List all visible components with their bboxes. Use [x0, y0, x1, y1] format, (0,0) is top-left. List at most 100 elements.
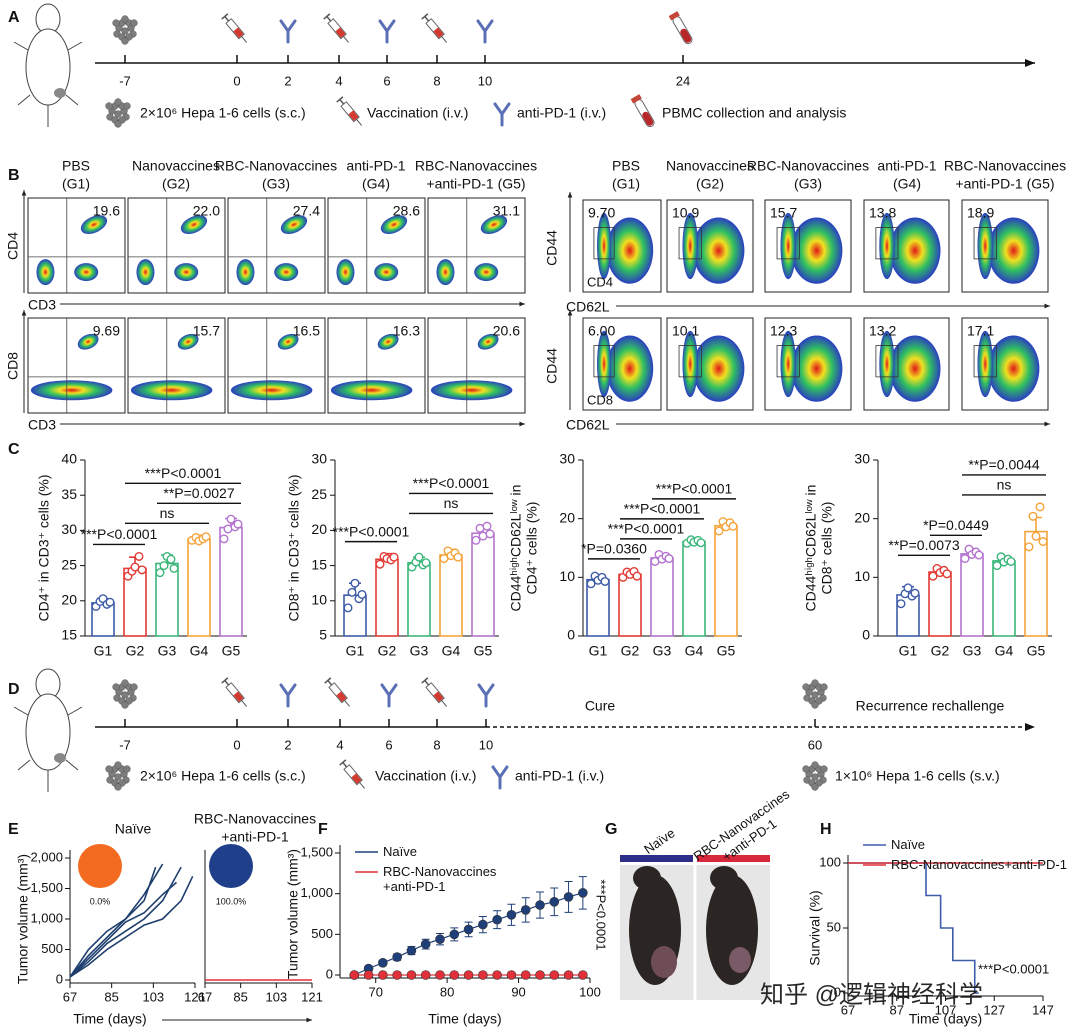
axis-arrowhead [567, 192, 573, 198]
x-tick-label: 121 [184, 989, 206, 1004]
timeline-tick-label: 6 [383, 73, 390, 88]
x-tick-label: 103 [142, 989, 164, 1004]
syringe-needle [441, 700, 448, 707]
bar [471, 532, 495, 637]
gate-percent: 19.6 [93, 203, 120, 219]
x-tick-label: G5 [1027, 643, 1046, 659]
mouse-tumor [54, 753, 66, 763]
panel-label: D [8, 681, 20, 698]
legend-label: RBC-Nanovaccines +anti-PD-1 [383, 864, 497, 894]
syringe-icon [421, 13, 448, 43]
group-label: (G3) [262, 176, 290, 192]
density-blob [130, 380, 213, 401]
syringe-needle [241, 700, 248, 707]
y-axis-label: Tumor volume (mm³) [15, 854, 31, 984]
tumor-icon [802, 679, 828, 709]
syringe-fluid [336, 691, 347, 702]
x-tick-label: G1 [94, 643, 113, 659]
syringe-cap [324, 677, 332, 684]
tumor-cell [114, 761, 122, 769]
data-point [201, 532, 211, 542]
syringe-fluid [433, 691, 444, 702]
phase-label: Cure [585, 698, 616, 714]
data-point [350, 578, 360, 588]
axis-label: CD3 [28, 417, 56, 433]
y-axis-label: Survival (%) [807, 890, 823, 965]
y-tick-label: 500 [41, 941, 63, 956]
legend-text: anti-PD-1 (i.v.) [517, 105, 606, 121]
density-blob [74, 263, 99, 282]
data-point [910, 588, 920, 598]
syringe-plunger [424, 679, 430, 686]
legend-label: Naïve [891, 837, 925, 852]
data-point [478, 970, 488, 980]
y-axis-label: Tumor volume (mm³) [285, 849, 301, 979]
y-tick-label: 5 [319, 627, 327, 643]
photo-label: Naïve [641, 825, 677, 857]
mouse-tumor [54, 88, 66, 98]
y-tick-label: 100 [819, 854, 841, 869]
density-blob [597, 212, 612, 280]
axis-label: CD44 [544, 348, 560, 384]
comparison-label: ***P<0.0001 [333, 523, 410, 539]
data-point [928, 571, 938, 581]
y-tick-label: 35 [61, 486, 77, 502]
data-point [363, 970, 374, 980]
gate-percent: 12.3 [770, 323, 797, 339]
group-label: (G2) [696, 176, 724, 192]
timeline-tick-label: -7 [119, 73, 131, 88]
gate [776, 345, 800, 378]
data-point [960, 554, 970, 564]
mouse-legs [13, 41, 83, 127]
data-point [632, 571, 642, 581]
x-tick-label: 100 [579, 984, 601, 999]
bar [219, 526, 243, 637]
panel-label: B [8, 167, 20, 184]
x-tick-label: G3 [963, 643, 982, 659]
antibody-icon [477, 683, 495, 708]
x-tick-label: 67 [198, 989, 212, 1004]
antibody-icon [491, 765, 509, 790]
syringe-plunger [342, 761, 348, 768]
data-point [535, 900, 545, 910]
data-point [463, 970, 474, 980]
legend-text: Vaccination (i.v.) [375, 768, 476, 784]
gate [875, 227, 899, 260]
data-point [942, 569, 952, 579]
density-blob [177, 333, 199, 350]
density-blob [374, 263, 399, 282]
tube-blood [680, 28, 692, 43]
comparison-label: **P=0.0027 [163, 485, 234, 501]
data-point [392, 952, 402, 962]
data-point [492, 914, 502, 925]
axis-label: CD4 [5, 232, 21, 260]
bar [407, 561, 431, 637]
gate-percent: 10.9 [672, 205, 699, 221]
antibody-icon [378, 19, 396, 44]
data-point [453, 552, 463, 562]
data-point [506, 970, 517, 980]
group-label: +anti-PD-1 (G5) [426, 176, 525, 192]
y-tick-label: 20 [559, 509, 575, 525]
y-tick-label: 10 [311, 592, 327, 608]
tube-blood [642, 111, 654, 126]
timeline-tick-label: 8 [433, 737, 440, 752]
syringe-icon [221, 677, 248, 707]
series-line [848, 862, 979, 994]
data-point [1038, 537, 1048, 547]
chart-title: RBC-Nanovaccines [194, 811, 316, 827]
syringe-icon [336, 96, 363, 126]
syringe-fluid [348, 110, 359, 121]
x-tick-label: G1 [899, 643, 918, 659]
gate-percent: 16.3 [393, 323, 420, 339]
tube-icon [668, 11, 693, 45]
timeline-tick-label: 60 [808, 737, 822, 752]
x-tick-label: G5 [222, 643, 241, 659]
data-point [492, 970, 502, 980]
density-blob [780, 212, 796, 280]
data-point [233, 519, 243, 529]
x-tick-label: G1 [589, 643, 608, 659]
bar [928, 571, 952, 637]
tumor-icon [105, 98, 131, 128]
legend-label: Naïve [383, 844, 417, 859]
